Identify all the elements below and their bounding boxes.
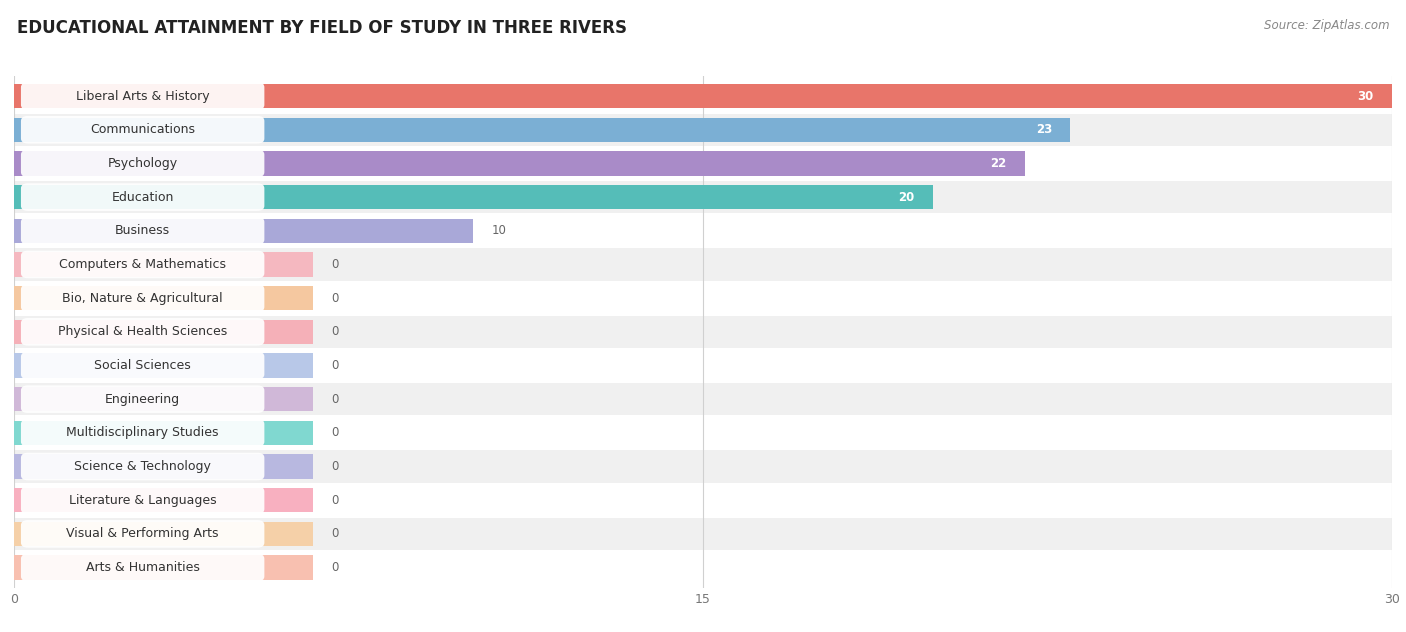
Bar [14,320,312,344]
FancyBboxPatch shape [21,183,264,211]
Bar [14,219,474,243]
FancyBboxPatch shape [21,284,264,312]
Bar [14,488,312,513]
Text: Engineering: Engineering [105,392,180,406]
Text: 22: 22 [990,157,1007,170]
FancyBboxPatch shape [0,248,1406,281]
Text: Communications: Communications [90,123,195,137]
Text: Education: Education [111,191,174,204]
Bar [14,522,312,546]
Text: 10: 10 [492,224,506,237]
Text: 0: 0 [330,427,339,439]
FancyBboxPatch shape [21,217,264,245]
FancyBboxPatch shape [0,383,1406,415]
FancyBboxPatch shape [21,150,264,177]
Bar [14,118,1070,142]
FancyBboxPatch shape [21,82,264,110]
Text: Visual & Performing Arts: Visual & Performing Arts [66,527,219,540]
Bar [14,286,312,310]
FancyBboxPatch shape [0,114,1406,146]
Text: Literature & Languages: Literature & Languages [69,494,217,507]
FancyBboxPatch shape [0,181,1406,213]
Text: Social Sciences: Social Sciences [94,359,191,372]
Text: 0: 0 [330,392,339,406]
FancyBboxPatch shape [0,518,1406,550]
Text: Source: ZipAtlas.com: Source: ZipAtlas.com [1264,19,1389,32]
Bar [14,185,932,209]
Text: Science & Technology: Science & Technology [75,460,211,473]
Text: 0: 0 [330,561,339,574]
Text: 0: 0 [330,460,339,473]
FancyBboxPatch shape [21,487,264,514]
Bar [14,353,312,377]
Bar [14,252,312,277]
Text: 0: 0 [330,258,339,271]
Text: 0: 0 [330,527,339,540]
FancyBboxPatch shape [21,318,264,346]
Text: 0: 0 [330,359,339,372]
Bar [14,151,1025,176]
Text: 0: 0 [330,494,339,507]
Bar [14,421,312,445]
Bar [14,387,312,411]
Text: 30: 30 [1357,90,1374,102]
FancyBboxPatch shape [21,116,264,143]
FancyBboxPatch shape [21,453,264,480]
Bar [14,556,312,580]
Text: Bio, Nature & Agricultural: Bio, Nature & Agricultural [62,291,224,305]
Text: Physical & Health Sciences: Physical & Health Sciences [58,325,228,338]
Text: 20: 20 [898,191,914,204]
FancyBboxPatch shape [0,451,1406,483]
Text: Liberal Arts & History: Liberal Arts & History [76,90,209,102]
FancyBboxPatch shape [21,520,264,548]
Text: Business: Business [115,224,170,237]
Text: Multidisciplinary Studies: Multidisciplinary Studies [66,427,219,439]
FancyBboxPatch shape [21,386,264,413]
Text: 23: 23 [1036,123,1052,137]
FancyBboxPatch shape [21,351,264,379]
Text: Computers & Mathematics: Computers & Mathematics [59,258,226,271]
Bar [14,454,312,478]
FancyBboxPatch shape [0,315,1406,348]
Text: Arts & Humanities: Arts & Humanities [86,561,200,574]
FancyBboxPatch shape [21,554,264,581]
Text: 0: 0 [330,325,339,338]
Text: Psychology: Psychology [108,157,177,170]
FancyBboxPatch shape [21,419,264,447]
Bar [14,84,1392,108]
Text: 0: 0 [330,291,339,305]
Text: EDUCATIONAL ATTAINMENT BY FIELD OF STUDY IN THREE RIVERS: EDUCATIONAL ATTAINMENT BY FIELD OF STUDY… [17,19,627,37]
FancyBboxPatch shape [21,251,264,278]
